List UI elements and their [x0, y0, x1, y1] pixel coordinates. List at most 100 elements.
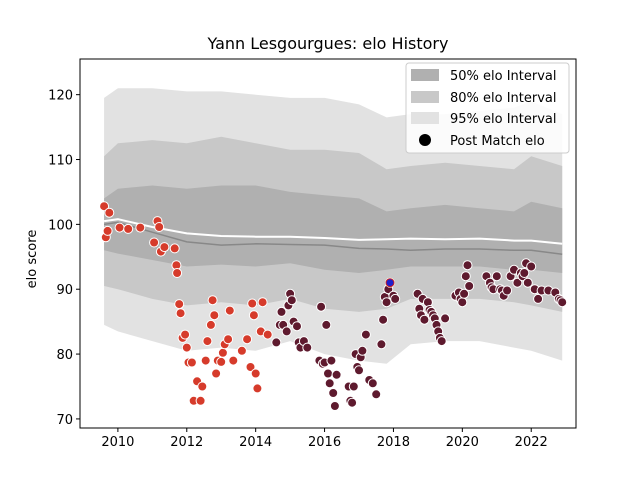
post-match-point — [114, 222, 125, 233]
post-match-point — [491, 271, 502, 282]
legend-swatch-80 — [411, 91, 439, 103]
legend-label-95: 95% elo Interval — [450, 112, 557, 127]
post-match-point — [460, 271, 471, 282]
post-match-point — [457, 297, 468, 308]
post-match-point — [224, 305, 235, 316]
post-match-point — [557, 297, 568, 308]
post-match-point — [354, 365, 364, 376]
post-match-point — [360, 329, 371, 340]
plot-area — [99, 88, 568, 411]
post-match-point — [276, 306, 287, 317]
post-match-point — [347, 397, 358, 408]
post-match-point — [175, 308, 186, 319]
post-match-point — [376, 339, 387, 350]
post-match-point — [242, 334, 253, 345]
post-match-point — [286, 295, 297, 306]
post-match-point — [512, 277, 523, 288]
post-match-point — [181, 342, 192, 353]
post-match-point — [247, 298, 258, 309]
post-match-point — [257, 297, 268, 308]
post-match-point — [419, 314, 430, 325]
post-match-point — [262, 329, 273, 340]
post-match-point — [248, 310, 259, 321]
median-elo-line — [103, 221, 563, 255]
post-match-point — [328, 388, 339, 398]
post-match-point — [197, 381, 208, 392]
post-match-point — [302, 342, 313, 353]
post-match-point — [357, 345, 368, 356]
post-match-point — [236, 345, 247, 356]
legend-swatch-50 — [411, 69, 439, 81]
post-match-point — [462, 260, 473, 271]
post-match-point — [533, 293, 544, 304]
post-match-point — [174, 299, 185, 310]
post-match-point — [271, 337, 282, 348]
post-match-point — [217, 347, 228, 358]
post-match-point — [381, 297, 392, 308]
post-match-point — [324, 378, 335, 389]
post-match-point — [211, 368, 222, 379]
post-match-point — [135, 222, 146, 233]
x-tick-label: 2012 — [170, 435, 203, 450]
post-match-point — [329, 401, 340, 411]
post-match-point — [326, 355, 337, 366]
post-match-point — [292, 321, 302, 332]
post-match-point — [316, 301, 327, 312]
y-tick-label: 70 — [56, 413, 73, 428]
post-match-point — [149, 237, 160, 248]
y-tick-label: 110 — [48, 154, 73, 169]
y-tick-label: 80 — [56, 348, 73, 363]
post-match-point — [436, 336, 447, 347]
post-match-point — [180, 329, 191, 340]
post-match-point — [323, 368, 333, 379]
y-axis-ticks: 70 80 90 100 110 120 — [48, 89, 80, 428]
post-match-point — [102, 225, 113, 236]
post-match-point — [390, 293, 401, 304]
post-match-point — [169, 243, 180, 254]
post-match-point — [519, 268, 530, 278]
post-match-point — [281, 326, 292, 337]
y-axis-label: elo score — [25, 230, 40, 289]
post-match-point — [464, 281, 475, 291]
post-match-point — [348, 381, 359, 392]
y-tick-label: 90 — [56, 283, 73, 298]
post-match-point — [321, 319, 332, 330]
x-tick-label: 2018 — [377, 435, 410, 450]
post-match-point — [459, 288, 470, 299]
x-tick-label: 2022 — [515, 435, 548, 450]
axes-frame — [79, 58, 577, 429]
post-match-point — [154, 222, 165, 232]
post-match-point — [99, 201, 110, 212]
legend-box — [405, 62, 570, 154]
post-match-point — [123, 223, 134, 234]
y-tick-label: 100 — [48, 218, 73, 233]
post-match-point — [159, 242, 170, 253]
y-tick-label: 120 — [48, 89, 73, 104]
x-axis-ticks: 2010 2012 2014 2016 2018 2020 2022 — [101, 428, 548, 450]
legend-swatch-95 — [411, 112, 439, 124]
post-match-point — [526, 261, 537, 272]
band-50-interval — [104, 185, 563, 273]
post-match-point — [186, 357, 197, 368]
post-match-point — [367, 378, 378, 389]
post-match-point — [250, 368, 261, 379]
post-match-point — [440, 313, 451, 324]
x-tick-label: 2014 — [239, 435, 272, 450]
legend-label-80: 80% elo Interval — [450, 91, 557, 106]
post-match-point — [216, 356, 227, 367]
post-match-point — [200, 355, 211, 366]
chart-title: Yann Lesgourgues: elo History — [207, 34, 449, 53]
post-match-point — [502, 285, 513, 296]
post-match-point — [223, 334, 234, 345]
post-match-point — [252, 383, 263, 394]
post-match-point — [202, 336, 213, 347]
post-match-point — [172, 268, 183, 278]
post-match-point — [195, 395, 206, 406]
post-match-point — [378, 314, 389, 325]
x-tick-label: 2020 — [446, 435, 479, 450]
x-tick-label: 2016 — [308, 435, 341, 450]
post-match-point — [228, 355, 239, 366]
legend-label-post-match: Post Match elo — [450, 134, 545, 149]
mean-elo-line — [103, 218, 563, 245]
